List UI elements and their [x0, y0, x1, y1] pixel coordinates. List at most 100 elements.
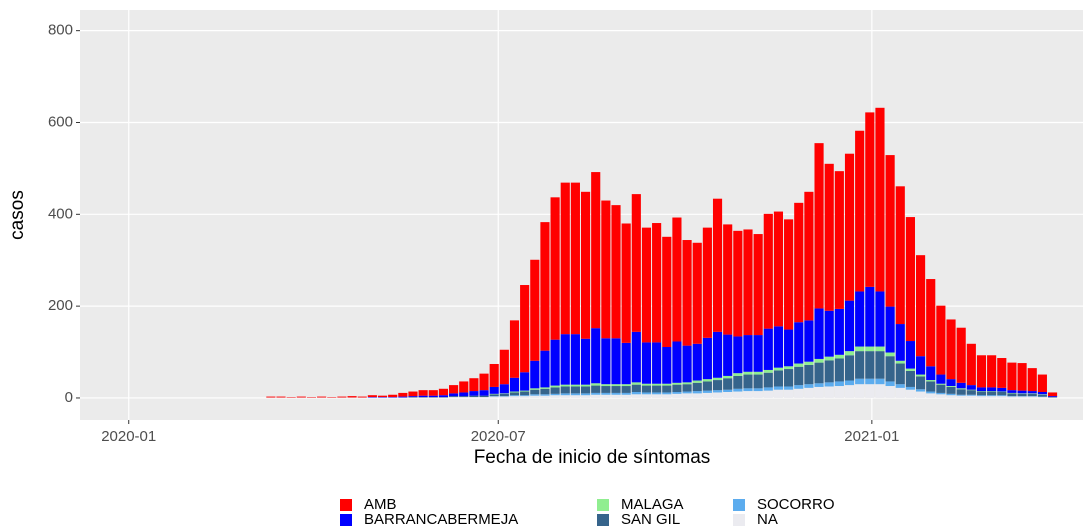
bar-segment — [885, 381, 895, 387]
bar-segment — [580, 386, 591, 394]
bar-segment — [530, 389, 540, 395]
bar-segment — [428, 395, 438, 398]
bar-segment — [540, 350, 550, 388]
bar-segment — [855, 130, 865, 292]
bar-segment — [377, 395, 388, 398]
bar-segment — [844, 380, 855, 386]
bar-segment — [692, 343, 702, 381]
bar-segment — [855, 291, 865, 347]
bar-segment — [976, 355, 987, 388]
bar-segment — [692, 380, 702, 383]
bar-segment — [509, 391, 520, 393]
bar-segment — [743, 371, 753, 375]
bar-segment — [987, 387, 997, 392]
bar-segment — [489, 386, 499, 394]
bar-segment — [560, 334, 570, 385]
bar-segment — [1027, 396, 1037, 398]
bar-segment — [905, 217, 915, 342]
bar-segment — [682, 345, 692, 383]
bar-segment — [530, 360, 540, 389]
bar-segment — [601, 394, 611, 398]
bar-segment — [916, 374, 926, 377]
bar-segment — [641, 227, 652, 343]
bar-segment — [712, 392, 723, 398]
bar-segment — [702, 227, 712, 338]
bar-segment — [621, 394, 631, 398]
bar-segment — [1027, 391, 1037, 394]
bar-segment — [682, 393, 692, 398]
bar-segment — [672, 217, 682, 342]
bar-segment — [885, 352, 895, 357]
bar-segment — [936, 384, 946, 393]
bar-segment — [1017, 390, 1027, 394]
bar-segment — [530, 388, 540, 390]
bar-segment — [946, 386, 956, 387]
bar-segment — [784, 219, 794, 330]
bar-segment — [743, 335, 753, 372]
bar-segment — [773, 370, 784, 387]
bar-segment — [946, 386, 956, 394]
bar-segment — [520, 390, 530, 392]
y-tick-label: 200 — [48, 297, 73, 314]
bar-segment — [641, 383, 652, 386]
bar-segment — [987, 396, 997, 398]
bar-segment — [662, 346, 672, 384]
bar-segment — [499, 396, 509, 398]
bar-segment — [459, 397, 469, 398]
bar-segment — [570, 393, 580, 396]
bar-segment — [662, 394, 672, 398]
bar-segment — [814, 358, 824, 363]
bar-segment — [784, 369, 794, 387]
bar-segment — [794, 202, 804, 323]
bar-segment — [601, 200, 611, 339]
bar-segment — [987, 355, 997, 388]
bar-segment — [591, 392, 601, 395]
bar-segment — [550, 385, 560, 388]
bar-segment — [753, 335, 763, 372]
bar-segment — [905, 386, 915, 390]
bar-segment — [976, 387, 987, 392]
bar-segment — [824, 386, 834, 398]
bar-segment — [367, 395, 377, 398]
bar-segment — [743, 374, 753, 389]
bar-segment — [641, 394, 652, 398]
bar-segment — [1037, 374, 1047, 392]
bar-segment — [449, 396, 459, 398]
bars — [266, 107, 1058, 398]
bar-segment — [814, 383, 824, 387]
bar-segment — [936, 392, 946, 395]
bar-segment — [682, 382, 692, 385]
bar-segment — [987, 395, 997, 397]
bar-segment — [337, 396, 347, 398]
bar-segment — [824, 382, 834, 387]
bar-segment — [956, 388, 966, 390]
bar-segment — [824, 360, 834, 383]
bar-segment — [560, 384, 570, 387]
bar-segment — [794, 385, 804, 389]
bar-segment — [1027, 368, 1037, 392]
bar-segment — [621, 386, 631, 393]
bar-segment — [865, 346, 875, 352]
bar-segment — [520, 395, 530, 397]
legend-swatch — [340, 499, 352, 511]
bar-segment — [926, 279, 936, 367]
bar-segment — [702, 381, 712, 391]
bar-segment — [946, 319, 956, 380]
bar-segment — [276, 396, 286, 398]
bar-segment — [398, 396, 408, 398]
bar-segment — [916, 391, 926, 398]
bar-segment — [652, 342, 662, 384]
bar-segment — [997, 358, 1007, 388]
bar-segment — [530, 259, 540, 361]
bar-segment — [865, 286, 875, 347]
bar-segment — [550, 395, 560, 398]
bar-segment — [611, 205, 621, 339]
bar-segment — [814, 308, 824, 359]
bar-segment — [834, 171, 844, 309]
bar-segment — [580, 384, 591, 387]
bar-segment — [834, 386, 844, 398]
bar-segment — [702, 379, 712, 382]
bar-segment — [540, 394, 550, 396]
bar-segment — [509, 392, 520, 396]
